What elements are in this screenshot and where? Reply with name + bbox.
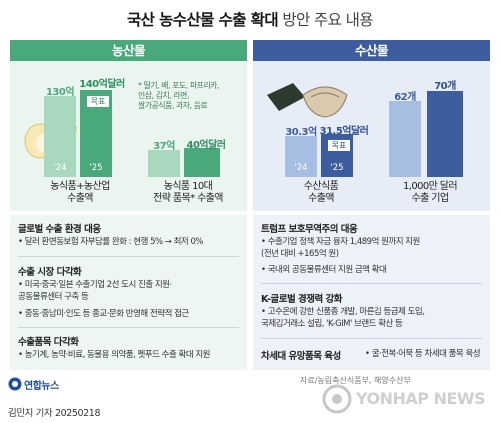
- chart-bar-fish-companies-24: [389, 101, 421, 177]
- list-item: • 중동·중남미·인도 등 종교·문화 반영해 전략적 접근: [18, 309, 189, 319]
- list-item: • 국내외 공동물류센터 지원 금액 확대: [261, 265, 387, 275]
- section-title: 글로벌 수출 환경 대응: [18, 224, 101, 235]
- section-title: 트럼프 보호무역주의 대응: [261, 224, 358, 235]
- watermark: YONHAP NEWS: [322, 384, 492, 414]
- chart-caption: 1,000만 달러 수출 기업: [402, 181, 458, 204]
- seaweed-shellfish-icon: [267, 83, 348, 118]
- year-label: '25: [89, 163, 103, 173]
- data-label-agri-25: 140억달러: [79, 79, 125, 90]
- section-title: K-글로벌 경쟁력 강화: [261, 294, 343, 305]
- divider: [18, 327, 239, 328]
- list-item: • 수출기업 정책 자금 융자 1,489억 원까지 지원: [261, 237, 420, 247]
- source-note: 자료/농림축산식품부, 해양수산부: [300, 376, 411, 385]
- chart-caption: 수산식품 수출액: [303, 181, 339, 204]
- data-label-agri-strategic-25: 40억달러: [186, 140, 226, 151]
- fish-measures-panel: 트럼프 보호무역주의 대응 • 수출기업 정책 자금 융자 1,489억 원까지…: [253, 215, 490, 370]
- data-label-agri-24: 130억: [45, 87, 75, 98]
- chart-caption: 농식품 10대 전략 품목* 수출액: [153, 181, 223, 204]
- list-item: • 굴·전복·어묵 등 차세대 품목 육성: [365, 349, 481, 359]
- divider: [261, 338, 482, 339]
- strategic-items-note: * 딸기, 배, 포도, 파프리카, 인삼, 김치, 라면, 쌀가공식품, 과자…: [138, 81, 220, 110]
- list-item: (전년 대비 +165억 원): [261, 249, 339, 259]
- section-title: 수출품목 다각화: [18, 337, 79, 348]
- list-item: • 농기계, 농약·비료, 동물용 의약품, 펫푸드 수출 확대 지원: [18, 350, 210, 360]
- year-label: '24: [53, 163, 67, 173]
- chart-bar-agri-strategic-24: [148, 150, 180, 177]
- section-title: 차세대 유망품목 육성: [261, 351, 341, 362]
- target-badge: 목표: [86, 95, 110, 108]
- agri-header: 농산물: [10, 40, 247, 61]
- chart-bar-fish-companies-25: [427, 91, 463, 177]
- divider: [18, 256, 239, 257]
- list-item: • 고수온에 강한 신품종 개발, 마른김 등급제 도입,: [261, 307, 425, 317]
- agri-measures-panel: 글로벌 수출 환경 대응 • 달러 환변동보험 자부담률 완화 : 현행 5% …: [10, 215, 247, 370]
- list-item: 국제김거래소 설립, 'K-GIM' 브랜드 확산 등: [261, 319, 403, 329]
- fish-chart-panel: 30.3억 31.5억달러 목표 '24 '25 수산식품 수출액 62개 70…: [253, 61, 490, 211]
- agri-chart-panel: 130억 140억달러 목표 '24 '25 농식품+농산업 수출액 * 딸기,…: [10, 61, 247, 211]
- page-title: 국산 농수산물 수출 확대 방안 주요 내용: [127, 11, 374, 29]
- fish-header: 수산물: [253, 40, 490, 61]
- chart-bar-agri-strategic-25: [184, 148, 220, 177]
- section-title: 수출 시장 다각화: [18, 267, 82, 278]
- data-label-fish-companies-24: 62개: [394, 92, 416, 103]
- yonhap-logo-icon: [8, 377, 22, 391]
- list-item: • 미국·중국·일본 수출기업 2선 도시 진출 지원·: [18, 280, 172, 290]
- yonhap-watermark-icon: [322, 384, 352, 414]
- chart-bar-agri-24: [44, 96, 76, 177]
- data-label-fish-companies-25: 70개: [434, 81, 456, 92]
- credit: 김민지 기자 20250218: [8, 408, 101, 419]
- list-item: • 달러 환변동보험 자부담률 완화 : 현행 5% → 최저 0%: [18, 237, 203, 247]
- list-item: 공동물류센터 구축 등: [18, 292, 89, 302]
- data-label-fish-25: 31.5억달러: [319, 126, 369, 137]
- data-label-fish-24: 30.3억: [285, 127, 317, 138]
- divider: [261, 283, 482, 284]
- year-label: '25: [330, 163, 344, 173]
- year-label: '24: [294, 163, 308, 173]
- chart-caption: 농식품+농산업 수출액: [50, 181, 110, 204]
- yonhap-logo: 연합뉴스: [8, 376, 88, 392]
- chart-bar-fish-24: [285, 136, 317, 177]
- data-label-agri-strategic-24: 37억: [153, 141, 175, 152]
- target-badge: 목표: [327, 139, 351, 152]
